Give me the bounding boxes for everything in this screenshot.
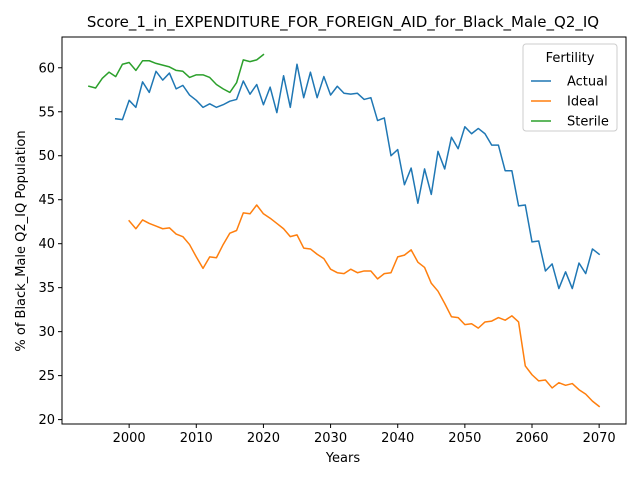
x-tick-label: 2000 (113, 431, 146, 446)
legend-label-ideal: Ideal (567, 95, 599, 110)
x-tick-label: 2070 (583, 431, 616, 446)
legend-label-actual: Actual (567, 75, 608, 90)
x-tick-label: 2040 (381, 431, 414, 446)
y-axis: 20 25 30 35 40 45 50 55 60 (38, 61, 62, 428)
plot-frame (61, 36, 627, 425)
y-tick-label: 60 (38, 61, 55, 76)
y-tick-label: 45 (38, 193, 55, 208)
chart-title: Score_1_in_EXPENDITURE_FOR_FOREIGN_AID_f… (87, 13, 599, 32)
series-line-actual (114, 63, 601, 290)
y-tick-label: 55 (38, 105, 55, 120)
legend-label-sterile: Sterile (567, 115, 609, 130)
x-axis: 2000 2010 2020 2030 2040 2050 2060 2070 (113, 424, 616, 446)
y-tick-label: 30 (38, 325, 55, 340)
plot-lines (87, 53, 601, 408)
y-axis-title: % of Black_Male Q2_IQ Population (14, 130, 29, 351)
y-tick-label: 20 (38, 413, 55, 428)
series-line-sterile (87, 53, 265, 94)
x-axis-title: Years (325, 451, 361, 466)
y-tick-label: 25 (38, 369, 55, 384)
x-tick-label: 2050 (448, 431, 481, 446)
x-tick-label: 2060 (515, 431, 548, 446)
y-tick-label: 40 (38, 237, 55, 252)
series-line-ideal (128, 204, 601, 408)
x-tick-label: 2020 (247, 431, 280, 446)
legend-title: Fertility (546, 51, 595, 66)
legend: Fertility Actual Ideal Sterile (522, 43, 618, 132)
y-tick-label: 50 (38, 149, 55, 164)
legend-box (522, 43, 618, 132)
y-tick-label: 35 (38, 281, 55, 296)
x-tick-label: 2030 (314, 431, 347, 446)
x-tick-label: 2010 (180, 431, 213, 446)
